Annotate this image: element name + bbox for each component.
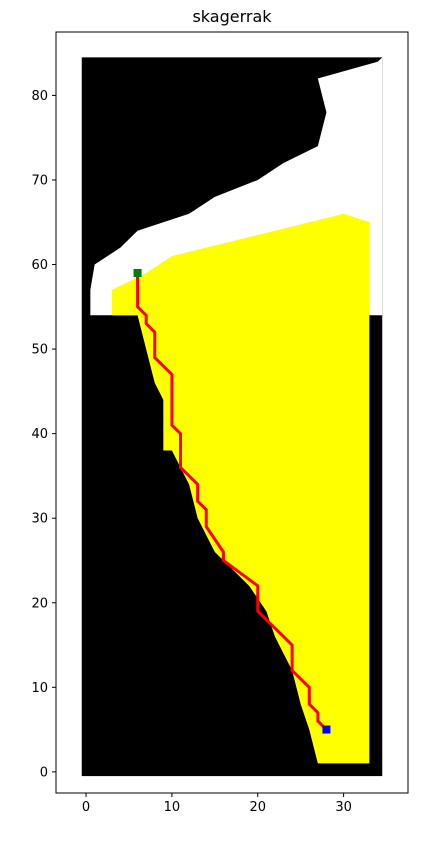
y-tick-label-40: 40: [31, 427, 48, 442]
y-tick-label-0: 0: [40, 765, 48, 780]
y-tick-label-20: 20: [31, 596, 48, 611]
y-tick-label-50: 50: [31, 343, 48, 358]
x-tick-label-10: 10: [164, 800, 181, 815]
x-tick-label-20: 20: [249, 800, 266, 815]
y-tick-label-60: 60: [31, 258, 48, 273]
y-tick-label-80: 80: [31, 89, 48, 104]
x-tick-label-30: 30: [335, 800, 352, 815]
plot-layer: [82, 57, 382, 776]
start-marker: [134, 269, 142, 277]
chart-title: skagerrak: [192, 7, 272, 26]
y-tick-label-10: 10: [31, 681, 48, 696]
goal-marker: [322, 726, 330, 734]
y-tick-label-30: 30: [31, 512, 48, 527]
x-tick-label-0: 0: [82, 800, 90, 815]
y-tick-label-70: 70: [31, 173, 48, 188]
